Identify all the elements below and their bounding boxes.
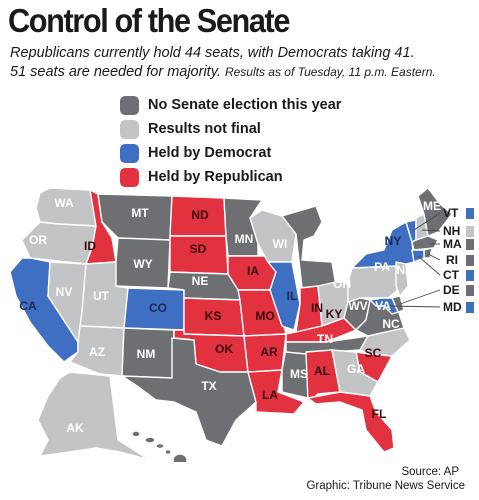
callout-label-CT: CT: [443, 268, 460, 282]
callout-swatch-RI: [466, 255, 474, 266]
state-label-PA: PA: [374, 260, 390, 274]
state-MI[interactable]: [281, 205, 337, 289]
legend-swatch-pending: [120, 119, 139, 139]
state-MN[interactable]: [223, 197, 263, 257]
state-label-FL: FL: [372, 407, 387, 421]
state-label-AK: AK: [66, 421, 84, 435]
callout-swatch-DE: [466, 285, 474, 296]
state-RI[interactable]: [423, 247, 433, 259]
subtitle-line-1: Republicans currently hold 44 seats, wit…: [10, 45, 415, 61]
state-label-NC: NC: [382, 317, 400, 331]
state-FL[interactable]: [307, 391, 395, 453]
state-label-WV: WV: [348, 299, 367, 313]
state-ME[interactable]: [417, 187, 453, 237]
subtitle-line-2: 51 seats are needed for majority. Result…: [10, 64, 436, 80]
callout-swatch-VT: [466, 208, 474, 219]
state-label-OR: OR: [29, 233, 47, 247]
legend-label: Results not final: [148, 121, 261, 137]
state-TX[interactable]: [121, 337, 257, 447]
callout-swatch-MA: [466, 239, 474, 250]
state-label-AR: AR: [260, 345, 278, 359]
state-label-MT: MT: [131, 206, 149, 220]
subtitle-results-note: Results as of Tuesday, 11 p.m. Eastern.: [224, 65, 436, 79]
state-label-TN: TN: [317, 332, 333, 346]
page-title: Control of the Senate: [8, 2, 290, 39]
legend: No Senate election this year Results not…: [120, 93, 341, 189]
state-label-ID: ID: [84, 239, 96, 253]
state-label-WA: WA: [54, 196, 74, 210]
state-label-WY: WY: [133, 257, 152, 271]
callout-label-RI: RI: [446, 253, 458, 267]
state-label-NY: NY: [385, 234, 402, 248]
state-label-OH: OH: [333, 277, 351, 291]
callout-label-NH: NH: [443, 224, 460, 238]
state-label-NJ: NJ: [396, 263, 411, 277]
us-map: VT NH MA RI CT DE MD WA OR CA NV ID MT WY UT AZ C…: [9, 187, 474, 462]
state-label-WI: WI: [273, 237, 288, 251]
legend-item-democrat: Held by Democrat: [120, 141, 341, 165]
state-IL[interactable]: [267, 261, 301, 331]
state-label-CO: CO: [149, 301, 167, 315]
callout-swatch-MD: [466, 302, 474, 313]
state-label-UT: UT: [93, 289, 110, 303]
state-AL[interactable]: [305, 349, 341, 403]
state-label-ND: ND: [191, 208, 209, 222]
legend-label: Held by Republican: [148, 169, 283, 185]
state-label-NE: NE: [192, 274, 209, 288]
state-label-MI: MI: [315, 251, 328, 265]
state-label-IN: IN: [311, 301, 323, 315]
callout-label-MD: MD: [443, 300, 462, 314]
legend-swatch-republican: [120, 167, 139, 187]
callout-swatch-CT: [466, 270, 474, 281]
callout-label-DE: DE: [443, 283, 460, 297]
state-label-SD: SD: [190, 242, 207, 256]
state-label-AL: AL: [314, 364, 330, 378]
credit-text: Graphic: Tribune News Service: [306, 480, 465, 492]
state-label-KY: KY: [326, 307, 343, 321]
state-label-MO: MO: [255, 309, 274, 323]
callout-swatch-NH: [466, 226, 474, 237]
state-label-MS: MS: [290, 367, 308, 381]
legend-item-none: No Senate election this year: [120, 93, 341, 117]
source-text: Source: AP: [401, 466, 459, 478]
state-label-VA: VA: [375, 299, 391, 313]
subtitle-majority-text: 51 seats are needed for majority.: [10, 64, 221, 80]
callout-label-MA: MA: [443, 237, 462, 251]
state-label-ME: ME: [423, 199, 441, 213]
state-label-CA: CA: [19, 299, 37, 313]
legend-label: No Senate election this year: [148, 97, 342, 113]
state-CA[interactable]: [9, 257, 79, 363]
state-label-OK: OK: [215, 342, 233, 356]
state-label-AZ: AZ: [89, 345, 105, 359]
state-label-LA: LA: [262, 388, 278, 402]
state-label-HI: HI: [136, 454, 148, 462]
state-label-KS: KS: [205, 309, 222, 323]
state-label-GA: GA: [347, 362, 365, 376]
state-label-MN: MN: [235, 232, 254, 246]
state-label-IL: IL: [287, 289, 298, 303]
state-HI[interactable]: [131, 430, 188, 462]
legend-swatch-none: [120, 95, 139, 115]
state-label-NV: NV: [56, 285, 73, 299]
state-label-TX: TX: [201, 379, 216, 393]
legend-swatch-democrat: [120, 143, 139, 163]
legend-label: Held by Democrat: [148, 145, 272, 161]
state-label-SC: SC: [365, 346, 382, 360]
legend-item-republican: Held by Republican: [120, 165, 341, 189]
state-label-IA: IA: [247, 264, 259, 278]
state-label-NM: NM: [137, 347, 156, 361]
state-AK[interactable]: [37, 371, 151, 461]
callout-label-VT: VT: [443, 206, 459, 220]
state-MD[interactable]: [369, 297, 399, 315]
legend-item-pending: Results not final: [120, 117, 341, 141]
